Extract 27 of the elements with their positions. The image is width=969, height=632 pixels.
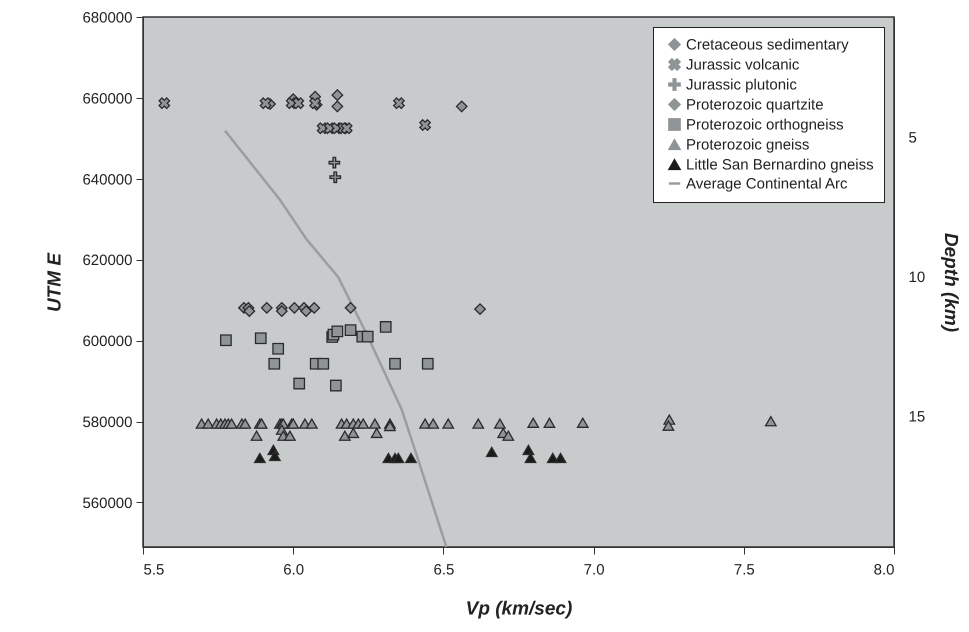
y-tick-label: 560000 — [82, 494, 132, 512]
x-axis-title: Vp (km/sec) — [466, 598, 572, 620]
x-tick-label: 6.0 — [283, 562, 304, 578]
y-tick-label: 580000 — [82, 414, 132, 432]
legend-label: Proterozoic gneiss — [686, 136, 810, 154]
x-tick-label: 6.5 — [433, 562, 454, 578]
y-tick-label: 640000 — [82, 171, 132, 188]
x-tick-label: 8.0 — [874, 562, 894, 578]
y-tick-label: 660000 — [82, 90, 132, 108]
legend-label: Proterozoic quartzite — [686, 96, 824, 114]
y-axis-title: UTM E — [44, 252, 66, 312]
y2-axis-title: Depth (km) — [940, 232, 962, 332]
x-tick-label: 7.5 — [734, 562, 755, 578]
x-tick-label: 5.5 — [144, 562, 164, 578]
legend-label: Proterozoic orthogneiss — [686, 116, 844, 134]
y2-tick-label: 5 — [908, 129, 917, 146]
legend-label: Jurassic plutonic — [686, 76, 798, 94]
legend-label: Little San Bernardino gneiss — [686, 156, 874, 174]
legend-label: Cretaceous sedimentary — [686, 36, 850, 54]
legend-label: Jurassic volcanic — [686, 56, 800, 74]
y-tick-label: 620000 — [82, 252, 132, 270]
y2-tick-label: 15 — [908, 408, 926, 426]
legend-label: Average Continental Arc — [686, 176, 848, 192]
y2-tick-label: 10 — [908, 268, 926, 286]
y-tick-label: 600000 — [82, 333, 132, 350]
x-tick-label: 7.0 — [584, 562, 605, 578]
y-tick-label: 680000 — [82, 10, 132, 26]
